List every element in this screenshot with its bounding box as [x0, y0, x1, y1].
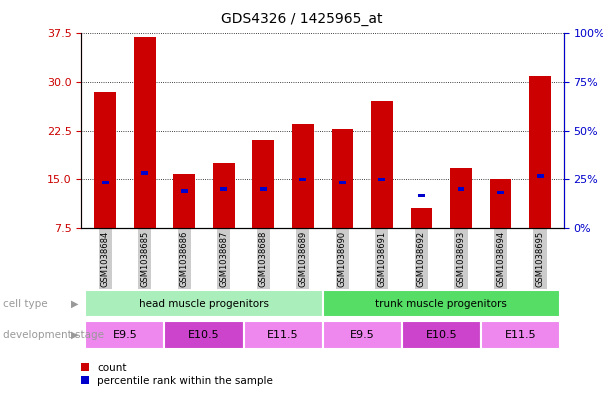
Bar: [537, 174, 543, 178]
Text: ▶: ▶: [71, 299, 78, 309]
Bar: [134, 37, 156, 228]
Bar: [458, 187, 464, 191]
Text: E10.5: E10.5: [188, 330, 220, 340]
FancyBboxPatch shape: [244, 321, 323, 349]
Bar: [173, 174, 195, 228]
Text: GDS4326 / 1425965_at: GDS4326 / 1425965_at: [221, 12, 382, 26]
Bar: [253, 140, 274, 228]
FancyBboxPatch shape: [481, 321, 560, 349]
Bar: [260, 187, 267, 191]
Bar: [299, 178, 306, 181]
Bar: [529, 75, 551, 228]
FancyBboxPatch shape: [86, 290, 323, 317]
Text: E11.5: E11.5: [505, 330, 536, 340]
FancyBboxPatch shape: [86, 321, 165, 349]
Bar: [339, 181, 346, 184]
Bar: [411, 208, 432, 228]
FancyBboxPatch shape: [402, 321, 481, 349]
Bar: [220, 187, 227, 191]
Text: head muscle progenitors: head muscle progenitors: [139, 299, 269, 309]
Bar: [450, 168, 472, 228]
Text: ▶: ▶: [71, 330, 78, 340]
Text: E11.5: E11.5: [267, 330, 299, 340]
Text: E9.5: E9.5: [113, 330, 137, 340]
Bar: [213, 163, 235, 228]
Bar: [490, 179, 511, 228]
FancyBboxPatch shape: [323, 321, 402, 349]
Bar: [332, 129, 353, 228]
Text: E10.5: E10.5: [425, 330, 457, 340]
FancyBboxPatch shape: [165, 321, 244, 349]
Legend: count, percentile rank within the sample: count, percentile rank within the sample: [81, 363, 273, 386]
Text: E9.5: E9.5: [350, 330, 374, 340]
Bar: [371, 101, 393, 228]
Bar: [379, 178, 385, 181]
Bar: [102, 181, 109, 184]
Text: development stage: development stage: [3, 330, 104, 340]
Bar: [418, 194, 425, 197]
Bar: [292, 124, 314, 228]
Bar: [141, 171, 148, 174]
Bar: [94, 92, 116, 228]
Text: trunk muscle progenitors: trunk muscle progenitors: [375, 299, 507, 309]
FancyBboxPatch shape: [323, 290, 560, 317]
Bar: [497, 191, 504, 194]
Bar: [181, 189, 188, 193]
Text: cell type: cell type: [3, 299, 48, 309]
